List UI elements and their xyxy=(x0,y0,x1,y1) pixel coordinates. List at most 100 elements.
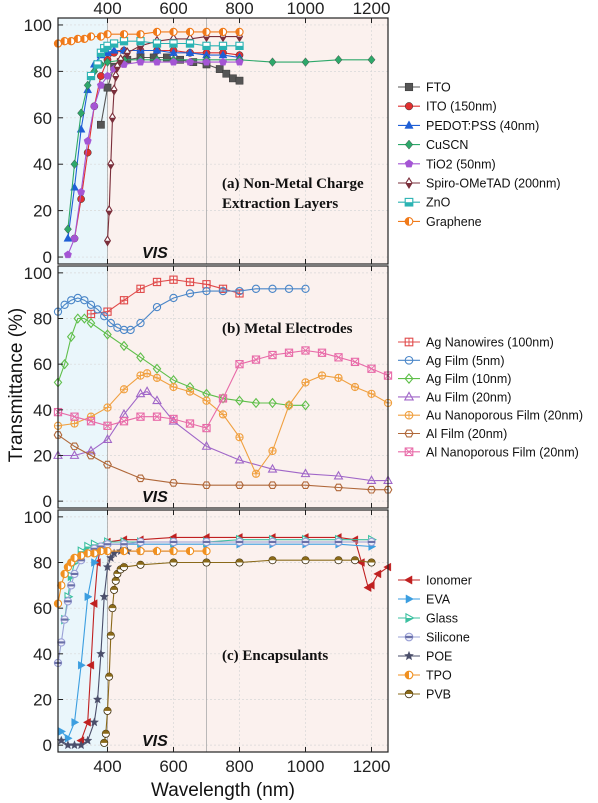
data-point xyxy=(152,373,162,383)
data-point xyxy=(300,468,311,478)
top-x-tick-label: 400 xyxy=(93,0,121,18)
data-point xyxy=(152,57,162,66)
data-point xyxy=(136,57,145,66)
legend-label: Graphene xyxy=(426,215,482,229)
data-point xyxy=(83,80,92,90)
series-zno xyxy=(86,37,244,81)
legend-label: PEDOT:PSS (40nm) xyxy=(426,119,539,133)
y-tick-label: 80 xyxy=(33,62,52,81)
legend-marker xyxy=(404,139,414,150)
data-point xyxy=(111,576,120,585)
data-point xyxy=(113,61,121,73)
legend-entry-ag-film-10nm: Ag Film (10nm) xyxy=(398,372,511,386)
y-tick-label: 0 xyxy=(43,248,52,267)
data-point xyxy=(91,558,100,567)
series-line xyxy=(90,279,240,315)
top-x-tick-label: 1200 xyxy=(353,0,391,18)
legend-marker xyxy=(404,197,414,207)
y-tick-label: 80 xyxy=(33,310,52,329)
data-point xyxy=(367,55,376,65)
data-point xyxy=(152,45,162,54)
data-point xyxy=(136,412,145,421)
data-point xyxy=(136,37,145,46)
data-point xyxy=(373,569,382,579)
legend-marker xyxy=(405,594,414,604)
data-point xyxy=(83,549,92,558)
data-point xyxy=(60,569,69,579)
data-point xyxy=(185,27,195,37)
vis-region-label: VIS xyxy=(142,733,168,750)
data-point xyxy=(202,423,211,433)
data-point xyxy=(106,631,115,640)
data-point xyxy=(100,312,109,321)
data-point xyxy=(64,734,73,743)
data-point xyxy=(333,470,344,480)
data-point xyxy=(119,325,129,335)
data-point xyxy=(268,481,277,489)
bottom-x-tick-label: 400 xyxy=(93,757,121,776)
data-point xyxy=(103,83,112,92)
data-point xyxy=(169,414,178,424)
data-point xyxy=(367,537,376,547)
y-tick-label: 40 xyxy=(33,155,52,174)
legend-marker xyxy=(404,410,414,420)
data-point xyxy=(86,412,96,421)
legend-entry-ag-nanowires-100nm: Ag Nanowires (100nm) xyxy=(398,336,554,350)
series-line xyxy=(57,434,388,491)
data-point xyxy=(235,360,244,369)
bottom-x-tick-label: 600 xyxy=(159,757,187,776)
data-point xyxy=(185,387,195,396)
data-point xyxy=(334,353,343,362)
data-point xyxy=(301,556,310,565)
data-point xyxy=(119,540,129,549)
data-point xyxy=(80,34,89,44)
data-point xyxy=(108,112,116,124)
y-tick-label: 0 xyxy=(43,736,52,755)
panel-label: (c) Encapsulants xyxy=(222,648,328,664)
data-point xyxy=(57,581,66,590)
data-point xyxy=(73,313,83,324)
data-point xyxy=(109,39,119,48)
data-point xyxy=(136,537,145,547)
data-point xyxy=(84,592,93,602)
legend-entry-cuscn: CuSCN xyxy=(398,138,468,152)
top-x-tick-label: 1000 xyxy=(287,0,325,18)
data-point xyxy=(103,460,112,469)
data-point xyxy=(119,30,129,39)
data-point xyxy=(169,382,178,392)
data-point xyxy=(80,313,89,324)
data-point xyxy=(109,45,119,54)
legend-entry-al-film-20nm: Al Film (20nm) xyxy=(398,427,507,441)
data-point xyxy=(251,469,261,478)
y-tick-label: 100 xyxy=(24,264,52,283)
legend-marker xyxy=(404,217,414,226)
data-point xyxy=(169,275,178,284)
panel-frame xyxy=(57,509,389,753)
legend-label: Ag Film (5nm) xyxy=(426,354,504,368)
nir-region-band xyxy=(107,18,388,264)
data-point xyxy=(185,546,195,556)
data-point xyxy=(383,562,392,572)
data-point xyxy=(63,233,73,242)
data-point xyxy=(218,57,228,66)
data-point xyxy=(70,442,79,451)
data-point xyxy=(202,41,211,50)
data-point xyxy=(169,39,178,48)
data-point xyxy=(301,284,310,293)
legend-label: Ionomer xyxy=(426,574,472,588)
series-line xyxy=(106,36,240,241)
data-point xyxy=(163,53,171,62)
legend-label: TPO xyxy=(426,669,452,683)
data-point xyxy=(136,30,145,39)
data-point xyxy=(185,419,195,428)
data-point xyxy=(119,417,129,426)
data-point xyxy=(70,569,79,579)
data-point xyxy=(119,296,129,305)
data-point xyxy=(57,638,66,647)
legend-label: POE xyxy=(426,650,452,664)
data-point xyxy=(235,481,244,489)
legend-marker xyxy=(404,447,414,457)
data-point xyxy=(120,563,129,572)
legend-label: Silicone xyxy=(426,631,470,645)
